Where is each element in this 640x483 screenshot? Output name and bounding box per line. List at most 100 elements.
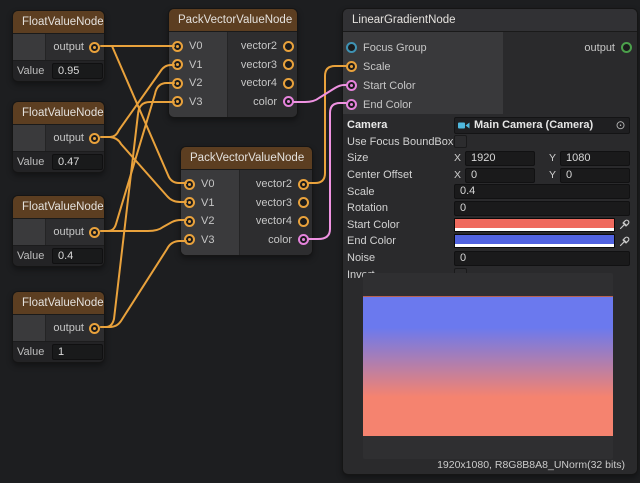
output-port-label: output bbox=[53, 41, 84, 53]
wire-pack2-color-to-end-color[interactable] bbox=[309, 103, 346, 239]
node-title: FloatValueNode bbox=[13, 196, 104, 219]
wire-float4-to-pack1-v3[interactable] bbox=[101, 102, 174, 327]
gradient-preview-image bbox=[363, 296, 613, 436]
pack-vector-node-2[interactable]: PackVectorValueNode V0 V1 V2 V3 vector2 … bbox=[180, 146, 313, 256]
node-title: FloatValueNode bbox=[13, 11, 104, 34]
end-color-swatch[interactable] bbox=[454, 234, 615, 248]
value-label: Value bbox=[17, 65, 48, 77]
input-port-label: V1 bbox=[189, 59, 202, 71]
input-port-v3[interactable] bbox=[172, 96, 183, 107]
wire-float4-to-pack2-v3[interactable] bbox=[101, 241, 186, 327]
output-port[interactable] bbox=[89, 42, 100, 53]
pack-vector-node-1[interactable]: PackVectorValueNode V0 V1 V2 V3 vector2 … bbox=[168, 8, 298, 118]
center-offset-label: Center Offset bbox=[347, 169, 454, 181]
float-value-node-3[interactable]: FloatValueNode output Value 0.4 bbox=[12, 195, 105, 267]
float-value-node-2[interactable]: FloatValueNode output Value 0.47 bbox=[12, 101, 105, 173]
wire-pack2-vector2-to-scale[interactable] bbox=[309, 66, 346, 183]
output-port-color[interactable] bbox=[283, 96, 294, 107]
value-label: Value bbox=[17, 250, 48, 262]
input-port-v3[interactable] bbox=[184, 234, 195, 245]
output-port-label: color bbox=[253, 96, 277, 108]
output-port-vector2[interactable] bbox=[298, 179, 309, 190]
input-port-v1[interactable] bbox=[172, 59, 183, 70]
output-port-vector3[interactable] bbox=[283, 59, 294, 70]
output-port-label: vector3 bbox=[256, 197, 292, 209]
start-color-label: Start Color bbox=[347, 219, 454, 231]
collapse-area bbox=[13, 315, 46, 341]
input-port-label: V0 bbox=[201, 178, 214, 190]
input-port-scale[interactable] bbox=[346, 61, 357, 72]
input-port-start-color[interactable] bbox=[346, 80, 357, 91]
output-port[interactable] bbox=[89, 323, 100, 334]
wire-float2-to-pack2-v1[interactable] bbox=[110, 137, 186, 202]
node-title: LinearGradientNode bbox=[343, 9, 637, 32]
use-focus-row: Use Focus BoundBox bbox=[347, 134, 630, 151]
wire-float3-to-pack1-v2[interactable] bbox=[101, 83, 174, 231]
linear-gradient-node[interactable]: LinearGradientNode Focus Group Scale Sta… bbox=[342, 8, 638, 475]
start-color-value bbox=[455, 219, 614, 228]
output-port-label: vector3 bbox=[241, 59, 277, 71]
float-value-node-1[interactable]: FloatValueNode output Value 0.95 bbox=[12, 10, 105, 82]
node-inspector: Camera Main Camera (Camera) ⊙ Use Focus … bbox=[343, 114, 637, 283]
value-label: Value bbox=[17, 156, 48, 168]
center-y-field[interactable]: 0 bbox=[560, 168, 630, 183]
output-port-label: output bbox=[53, 132, 84, 144]
input-port-end-color[interactable] bbox=[346, 99, 357, 110]
output-port-color[interactable] bbox=[298, 234, 309, 245]
rotation-label: Rotation bbox=[347, 202, 454, 214]
size-label: Size bbox=[347, 152, 454, 164]
value-field[interactable]: 0.95 bbox=[52, 63, 103, 79]
output-port[interactable] bbox=[89, 133, 100, 144]
output-port-label: vector4 bbox=[241, 77, 277, 89]
output-port-vector4[interactable] bbox=[283, 78, 294, 89]
output-port-label: output bbox=[53, 322, 84, 334]
input-port-v0[interactable] bbox=[184, 179, 195, 190]
object-picker-icon[interactable]: ⊙ bbox=[615, 120, 626, 131]
value-field[interactable]: 1 bbox=[52, 344, 103, 360]
output-port-vector2[interactable] bbox=[283, 41, 294, 52]
eyedropper-icon[interactable] bbox=[619, 219, 630, 230]
float-value-node-4[interactable]: FloatValueNode output Value 1 bbox=[12, 291, 105, 363]
scale-label: Scale bbox=[347, 186, 454, 198]
size-row: Size X 1920 Y 1080 bbox=[347, 150, 630, 167]
end-color-alpha-bar bbox=[455, 244, 614, 247]
output-port-label: vector4 bbox=[256, 215, 292, 227]
output-port[interactable] bbox=[89, 227, 100, 238]
camera-row: Camera Main Camera (Camera) ⊙ bbox=[347, 117, 630, 134]
output-port-vector4[interactable] bbox=[298, 216, 309, 227]
scale-field[interactable]: 0.4 bbox=[454, 184, 630, 199]
value-field[interactable]: 0.4 bbox=[52, 248, 103, 264]
input-port-label: V3 bbox=[201, 234, 214, 246]
size-y-field[interactable]: 1080 bbox=[560, 151, 630, 166]
wire-pack1-color-to-start-color[interactable] bbox=[294, 85, 346, 102]
output-port-label: vector2 bbox=[256, 178, 292, 190]
input-port-label: End Color bbox=[363, 99, 412, 111]
rotation-row: Rotation 0 bbox=[347, 200, 630, 217]
input-port-v2[interactable] bbox=[184, 216, 195, 227]
input-port-v2[interactable] bbox=[172, 78, 183, 89]
eyedropper-icon[interactable] bbox=[619, 236, 630, 247]
camera-object-field[interactable]: Main Camera (Camera) ⊙ bbox=[454, 117, 630, 134]
end-color-row: End Color bbox=[347, 233, 630, 250]
output-port-label: output bbox=[584, 42, 615, 54]
value-label: Value bbox=[17, 346, 48, 358]
camera-object-name: Main Camera (Camera) bbox=[474, 119, 611, 131]
input-port-v1[interactable] bbox=[184, 197, 195, 208]
center-offset-row: Center Offset X 0 Y 0 bbox=[347, 167, 630, 184]
center-x-field[interactable]: 0 bbox=[465, 168, 535, 183]
start-color-alpha-bar bbox=[455, 228, 614, 231]
output-port[interactable] bbox=[621, 42, 632, 53]
input-port-v0[interactable] bbox=[172, 41, 183, 52]
use-focus-checkbox[interactable] bbox=[454, 135, 467, 148]
size-y-label: Y bbox=[549, 152, 556, 164]
value-field[interactable]: 0.47 bbox=[52, 154, 103, 170]
size-x-field[interactable]: 1920 bbox=[465, 151, 535, 166]
rotation-field[interactable]: 0 bbox=[454, 201, 630, 216]
input-port-focus-group[interactable] bbox=[346, 42, 357, 53]
start-color-swatch[interactable] bbox=[454, 218, 615, 232]
wire-float3-to-pack2-v2[interactable] bbox=[101, 220, 186, 231]
output-port-vector3[interactable] bbox=[298, 197, 309, 208]
camera-icon bbox=[458, 121, 470, 130]
noise-field[interactable]: 0 bbox=[454, 251, 630, 266]
wire-float2-to-pack1-v1[interactable] bbox=[101, 65, 174, 137]
